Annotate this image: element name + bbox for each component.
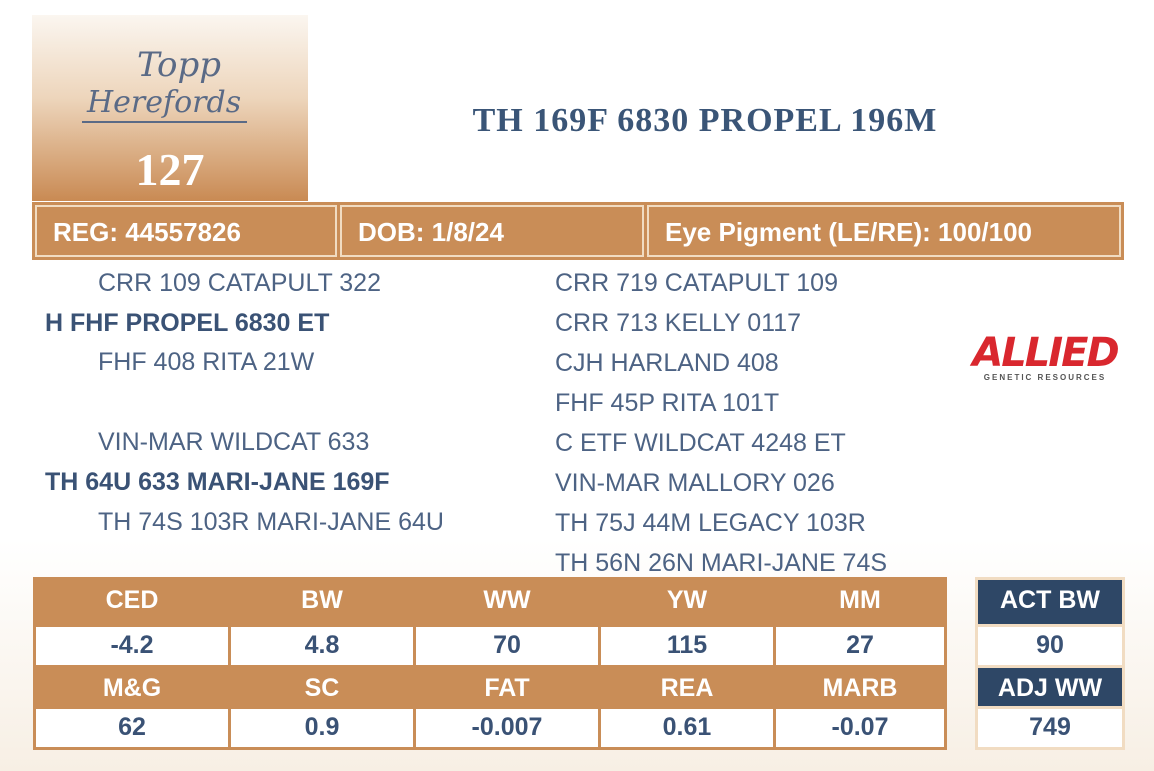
actual-table: ACT BW 90 ADJ WW 749 bbox=[975, 577, 1125, 750]
epd-value: -4.2 bbox=[36, 627, 228, 665]
sponsor-logo: ALLIED GENETIC RESOURCES bbox=[966, 333, 1124, 382]
pedigree-entry: VIN-MAR MALLORY 026 bbox=[555, 469, 835, 497]
epd-header: REA bbox=[660, 674, 714, 702]
epd-value: -0.007 bbox=[416, 709, 598, 747]
epd-header: WW bbox=[483, 586, 531, 614]
epd-header: BW bbox=[301, 586, 343, 614]
pedigree-entry: TH 74S 103R MARI-JANE 64U bbox=[98, 508, 444, 536]
info-bar: REG: 44557826 DOB: 1/8/24 Eye Pigment (L… bbox=[32, 202, 1124, 260]
pedigree-entry: C ETF WILDCAT 4248 ET bbox=[555, 429, 846, 457]
epd-header: MARB bbox=[822, 674, 898, 702]
pedigree-entry: CRR 719 CATAPULT 109 bbox=[555, 269, 838, 297]
actual-value: 749 bbox=[978, 709, 1122, 747]
epd-value: 4.8 bbox=[231, 627, 413, 665]
logo-text: Topp bbox=[137, 45, 222, 85]
epd-header: SC bbox=[304, 674, 340, 702]
info-cell: DOB: 1/8/24 bbox=[340, 205, 644, 257]
epd-value: 0.61 bbox=[601, 709, 773, 747]
pedigree-dam: TH 64U 633 MARI-JANE 169F bbox=[45, 468, 390, 496]
pedigree-entry: FHF 408 RITA 21W bbox=[98, 348, 315, 376]
pedigree-entry: CJH HARLAND 408 bbox=[555, 349, 779, 377]
epd-value: 70 bbox=[416, 627, 598, 665]
pedigree-sire: H FHF PROPEL 6830 ET bbox=[45, 309, 330, 337]
actual-value: 90 bbox=[978, 627, 1122, 665]
pedigree-entry: TH 56N 26N MARI-JANE 74S bbox=[555, 549, 888, 577]
epd-table: CED BW WW YW MM -4.2 4.8 70 115 27 M&G SC FAT REA MARB… bbox=[33, 577, 947, 750]
info-cell: REG: 44557826 bbox=[35, 205, 337, 257]
logo-text: Herefords bbox=[87, 85, 242, 120]
sponsor-name: ALLIED bbox=[972, 330, 1119, 376]
actual-header: ADJ WW bbox=[978, 668, 1122, 706]
pedigree-entry: FHF 45P RITA 101T bbox=[555, 389, 780, 417]
epd-header: CED bbox=[105, 586, 159, 614]
epd-header: MM bbox=[839, 586, 881, 614]
epd-value: -0.07 bbox=[776, 709, 944, 747]
lot-number: 127 bbox=[135, 144, 205, 195]
sponsor-tagline: GENETIC RESOURCES bbox=[983, 373, 1107, 382]
epd-header: FAT bbox=[484, 674, 530, 702]
info-cell: Eye Pigment (LE/RE): 100/100 bbox=[647, 205, 1121, 257]
pedigree-entry: VIN-MAR WILDCAT 633 bbox=[98, 428, 370, 456]
pedigree-entry: CRR 713 KELLY 0117 bbox=[555, 309, 801, 337]
epd-value: 62 bbox=[36, 709, 228, 747]
logo-rule bbox=[82, 121, 247, 123]
logo-block: Topp Herefords 127 bbox=[32, 15, 308, 201]
epd-value: 27 bbox=[776, 627, 944, 665]
epd-value: 115 bbox=[601, 627, 773, 665]
animal-title: TH 169F 6830 PROPEL 196M bbox=[472, 102, 938, 139]
pedigree-entry: TH 75J 44M LEGACY 103R bbox=[555, 509, 866, 537]
actual-header: ACT BW bbox=[978, 580, 1122, 624]
epd-header: YW bbox=[666, 586, 708, 614]
epd-header: M&G bbox=[102, 674, 162, 702]
epd-value: 0.9 bbox=[231, 709, 413, 747]
pedigree-entry: CRR 109 CATAPULT 322 bbox=[98, 269, 381, 297]
